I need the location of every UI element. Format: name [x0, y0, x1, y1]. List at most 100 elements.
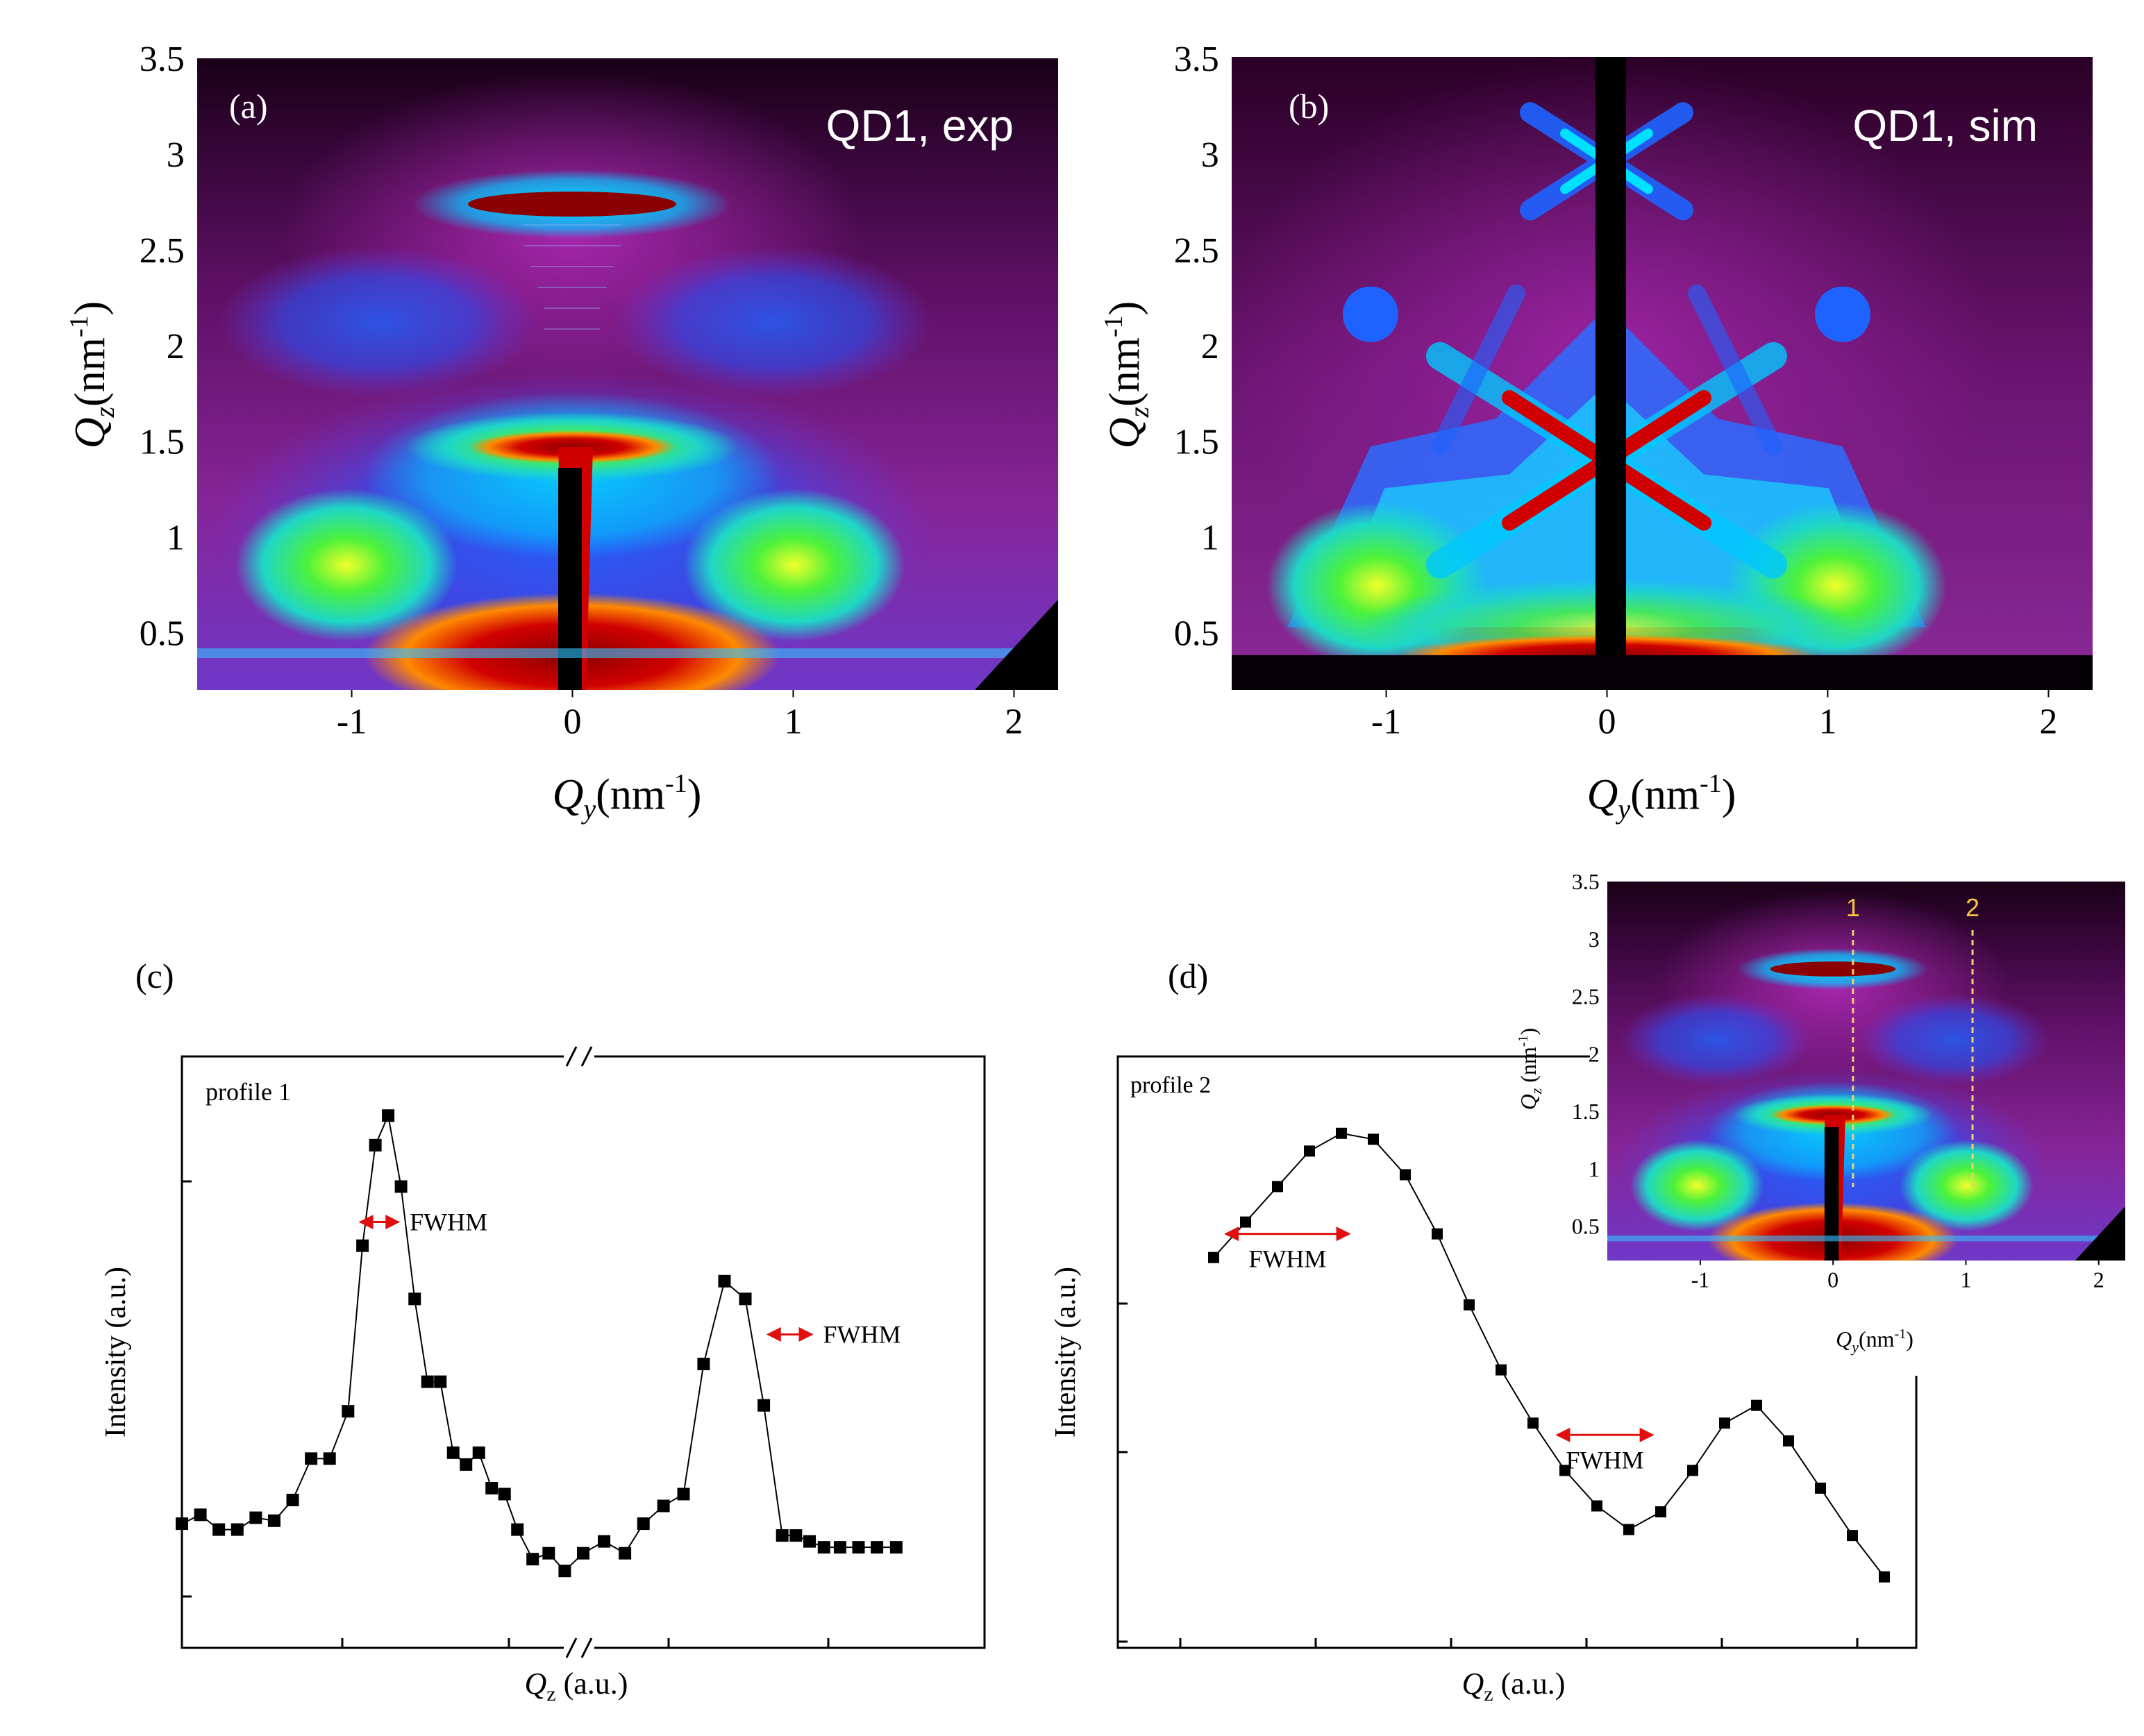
data-point: [657, 1499, 670, 1512]
data-point: [286, 1494, 299, 1506]
panel-b-xtick-label: 0: [1598, 702, 1616, 741]
data-point: [472, 1446, 485, 1459]
panel-a-xtick-label: -1: [337, 702, 367, 741]
panel-a-ytick-label: 3.5: [140, 40, 185, 79]
data-point: [789, 1529, 803, 1542]
fwhm-label: FWHM: [823, 1320, 901, 1348]
panel-a: (a) QD1, exp -1 0 1 2 0.5 1 1.5 2 2.5 3 3.5 Qy(nm-…: [65, 40, 1058, 825]
data-point: [1272, 1181, 1283, 1193]
panel-c-axis-break-top: [564, 1046, 594, 1067]
panel-d-inset-ytick-label: 3: [1589, 927, 1600, 952]
data-point: [1879, 1571, 1890, 1583]
data-point: [382, 1109, 395, 1122]
panel-d-label: (d): [1168, 957, 1208, 995]
panel-a-xtick-label: 2: [1005, 702, 1023, 741]
fwhm-label: FWHM: [410, 1208, 487, 1236]
panel-d-ylabel: Intensity (a.u.): [1050, 1267, 1082, 1438]
panel-d-inset-ytick-label: 2.5: [1572, 984, 1600, 1009]
panel-a-ytick-label: 2.5: [140, 231, 185, 271]
panel-a-xlabel: Qy(nm-1): [553, 769, 702, 825]
data-point: [577, 1547, 589, 1560]
panel-b-ylabel: Qz(nm-1): [1099, 301, 1155, 449]
fwhm-label: FWHM: [1566, 1446, 1643, 1474]
data-point: [1208, 1252, 1219, 1263]
data-point: [558, 1565, 571, 1578]
data-point: [833, 1541, 846, 1554]
panel-d-inset-axes: -1 0 1 20.511.522.533.5: [1572, 869, 2104, 1292]
panel-a-xtick-label: 0: [564, 702, 582, 741]
data-point: [542, 1547, 555, 1560]
panel-d-inset-heatmap: [1607, 882, 2125, 1261]
panel-b-ytick-label: 3.5: [1174, 40, 1219, 79]
data-point: [408, 1292, 421, 1306]
panel-b-ytick-label: 1: [1201, 519, 1219, 558]
data-point: [803, 1535, 816, 1548]
data-point: [446, 1446, 460, 1459]
panel-b-xtick-label: -1: [1371, 702, 1401, 741]
panel-c-series-label: profile 1: [206, 1078, 291, 1106]
panel-c-ticks: [182, 1180, 830, 1648]
data-point: [394, 1180, 408, 1193]
data-point: [1559, 1465, 1571, 1476]
data-point: [889, 1541, 903, 1554]
panel-a-ytick-label: 0.5: [140, 614, 185, 653]
data-point: [1336, 1127, 1347, 1139]
data-point: [1368, 1134, 1379, 1145]
panel-b-ytick-label: 1.5: [1174, 423, 1219, 462]
data-point: [1432, 1228, 1443, 1240]
data-point: [1815, 1482, 1826, 1494]
panel-c-ylabel: Intensity (a.u.): [100, 1267, 132, 1438]
data-point: [323, 1452, 336, 1465]
panel-d-inset-xtick-label: 2: [2093, 1267, 2104, 1292]
data-point: [637, 1517, 650, 1531]
panel-a-ytick-label: 1: [167, 519, 185, 558]
data-point: [852, 1541, 865, 1554]
panel-b-heatmap: [1232, 57, 2093, 690]
panel-b-axes: -1 0 1 2 0.5 1 1.5 2 2.5 3 3.5: [1174, 40, 2058, 741]
panel-b-title: QD1, sim: [1852, 101, 2038, 151]
panel-b-ytick-label: 3: [1201, 135, 1219, 175]
data-point: [1304, 1145, 1315, 1157]
data-point: [718, 1274, 731, 1288]
series-line: [1213, 1132, 1885, 1578]
panel-b-xtick-label: 2: [2039, 702, 2057, 741]
data-point: [739, 1292, 752, 1306]
data-point: [176, 1517, 188, 1531]
data-point: [267, 1514, 280, 1527]
panel-a-ytick-label: 3: [167, 135, 185, 175]
data-point: [231, 1523, 244, 1536]
panel-d-inset-ytick-label: 1.5: [1572, 1099, 1600, 1124]
data-point: [526, 1553, 539, 1566]
data-point: [194, 1508, 207, 1522]
data-point: [305, 1452, 318, 1465]
panel-a-heatmap: [197, 58, 1058, 690]
data-point: [434, 1375, 447, 1388]
data-point: [1527, 1417, 1539, 1429]
panel-a-label: (a): [229, 87, 268, 126]
fwhm-label: FWHM: [1248, 1245, 1326, 1273]
data-point: [817, 1541, 830, 1554]
data-point: [697, 1358, 710, 1371]
panel-a-ytick-label: 2: [167, 327, 185, 366]
panel-b-xtick-label: 1: [1818, 702, 1836, 741]
data-point: [677, 1488, 690, 1501]
panel-c-xlabel: Qz (a.u.): [525, 1667, 628, 1705]
panel-d-plot: FWHM FWHM: [1208, 1127, 1890, 1583]
data-point: [342, 1405, 355, 1418]
panel-b-label: (b): [1289, 87, 1329, 126]
panel-d-inset-xtick-label: 0: [1827, 1267, 1839, 1292]
panel-a-title: QD1, exp: [826, 101, 1014, 151]
data-point: [369, 1138, 382, 1152]
cut-line-label: 2: [1966, 893, 1979, 922]
data-point: [1240, 1216, 1251, 1228]
data-point: [619, 1547, 632, 1560]
data-point: [1719, 1417, 1730, 1429]
panel-d-inset-ylabel: Qz (nm-1): [1516, 1028, 1545, 1111]
data-point: [1687, 1465, 1698, 1476]
data-point: [460, 1458, 473, 1471]
panel-a-xtick-label: 1: [784, 702, 802, 741]
panel-c-label: (c): [135, 957, 174, 995]
data-point: [1751, 1399, 1762, 1411]
data-point: [776, 1529, 789, 1542]
